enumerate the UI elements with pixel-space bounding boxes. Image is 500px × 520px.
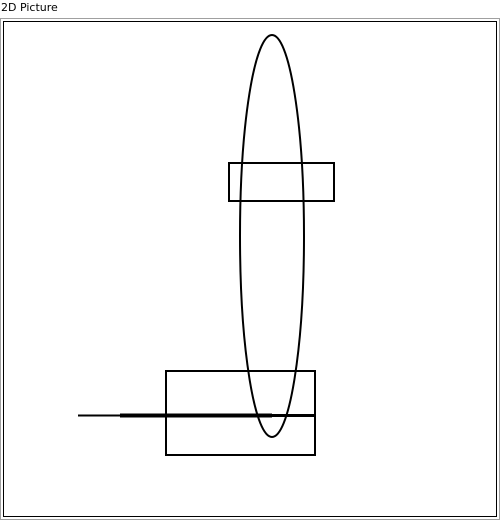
vertical-ellipse: [239, 34, 305, 438]
window-title: 2D Picture: [1, 1, 58, 14]
picture-frame: [0, 18, 500, 520]
drawing-canvas[interactable]: [3, 21, 497, 517]
upper-rectangle: [228, 162, 335, 202]
lower-rectangle: [165, 370, 316, 456]
window-titlebar: 2D Picture: [0, 0, 500, 18]
